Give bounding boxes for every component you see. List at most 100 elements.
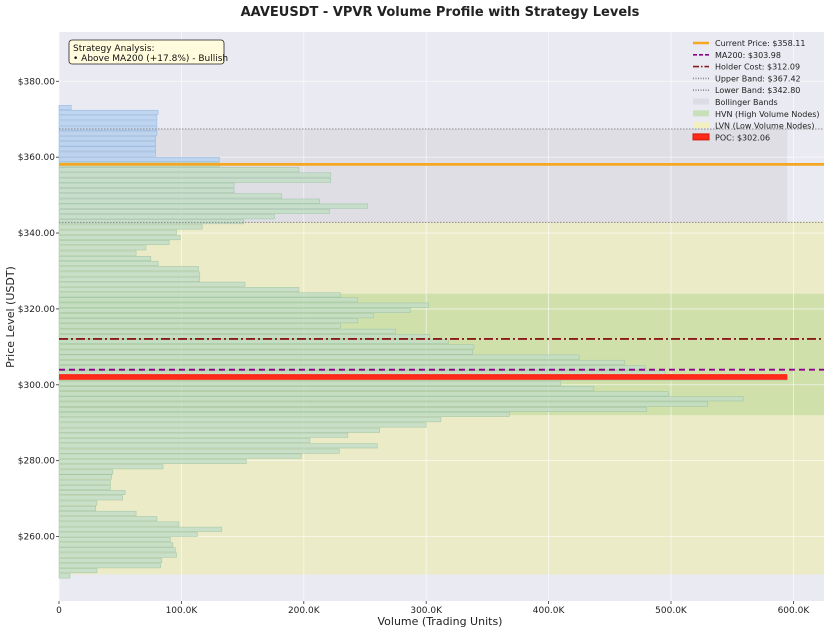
legend-label: MA200: $303.98 bbox=[715, 51, 781, 60]
legend-label: LVN (Low Volume Nodes) bbox=[715, 122, 814, 131]
volume-bar bbox=[58, 427, 380, 433]
volume-bar bbox=[58, 349, 474, 355]
volume-bar bbox=[58, 255, 152, 261]
volume-bar bbox=[58, 130, 158, 136]
legend-swatch bbox=[693, 122, 709, 129]
x-axis-label: Volume (Trading Units) bbox=[378, 615, 503, 628]
volume-bar bbox=[58, 432, 349, 438]
volume-bar bbox=[58, 151, 156, 157]
volume-bar bbox=[58, 208, 330, 214]
volume-bar bbox=[58, 146, 156, 152]
chart-title: AAVEUSDT - VPVR Volume Profile with Stra… bbox=[241, 5, 640, 20]
volume-bar bbox=[58, 359, 625, 365]
volume-bar bbox=[58, 172, 332, 178]
volume-bar bbox=[58, 568, 98, 574]
volume-bar bbox=[58, 271, 201, 277]
volume-bar bbox=[58, 276, 201, 282]
volume-bar bbox=[58, 287, 300, 293]
volume-bar bbox=[58, 125, 158, 131]
volume-bar bbox=[58, 156, 220, 162]
volume-bar bbox=[58, 323, 341, 329]
volume-bar bbox=[58, 443, 378, 449]
x-tick-label: 500.0K bbox=[655, 606, 688, 616]
y-tick-label: $260.00 bbox=[18, 533, 55, 543]
x-tick-label: 600.0K bbox=[778, 606, 811, 616]
legend-label: Lower Band: $342.80 bbox=[715, 86, 800, 95]
volume-bar bbox=[58, 448, 340, 454]
volume-bar bbox=[58, 177, 332, 183]
annotation-background bbox=[68, 39, 225, 65]
legend-label: Upper Band: $367.42 bbox=[715, 74, 801, 83]
volume-bar bbox=[58, 266, 199, 272]
legend-label: Holder Cost: $312.09 bbox=[715, 63, 800, 72]
level-lines bbox=[59, 128, 824, 371]
volume-bar bbox=[58, 318, 358, 324]
volume-bar bbox=[58, 313, 374, 319]
volume-bar bbox=[58, 328, 396, 334]
volume-bar bbox=[58, 136, 156, 142]
legend-swatch bbox=[693, 98, 709, 105]
volume-bar bbox=[58, 193, 283, 199]
volume-bar bbox=[58, 563, 161, 569]
y-tick-label: $320.00 bbox=[18, 305, 55, 315]
volume-bar bbox=[58, 500, 98, 506]
volume-bar bbox=[58, 120, 158, 126]
x-axis: 0 100.0K 200.0K 300.0K 400.0K 500.0K 600.0K bbox=[56, 601, 810, 616]
volume-bar bbox=[58, 406, 647, 412]
volume-bar bbox=[58, 521, 180, 527]
volume-bar bbox=[58, 458, 247, 464]
volume-bar bbox=[58, 526, 223, 532]
volume-bar bbox=[58, 281, 246, 287]
legend: Current Price: $358.11 MA200: $303.98 Hold… bbox=[692, 39, 820, 142]
volume-bar bbox=[58, 396, 744, 402]
volume-bar bbox=[58, 380, 562, 386]
volume-bar bbox=[58, 292, 341, 298]
volume-bar bbox=[58, 339, 449, 345]
y-tick-label: $280.00 bbox=[18, 457, 55, 467]
volume-bar bbox=[58, 245, 147, 251]
volume-bar bbox=[58, 573, 71, 579]
volume-bar bbox=[58, 469, 114, 475]
volume-bar bbox=[58, 386, 595, 392]
x-tick-label: 100.0K bbox=[166, 606, 199, 616]
legend-swatch bbox=[693, 110, 709, 117]
volume-bar bbox=[58, 485, 111, 491]
volume-bar bbox=[58, 344, 475, 350]
volume-bar bbox=[58, 203, 368, 209]
plot-area bbox=[58, 32, 824, 601]
poc-bar bbox=[59, 374, 788, 380]
y-tick-label: $380.00 bbox=[18, 77, 55, 87]
volume-bar bbox=[58, 411, 510, 417]
y-tick-label: $360.00 bbox=[18, 153, 55, 163]
volume-bar bbox=[58, 464, 164, 470]
volume-bar bbox=[58, 297, 358, 303]
volume-bar bbox=[58, 214, 275, 220]
volume-bar bbox=[58, 307, 411, 313]
y-tick-label: $300.00 bbox=[18, 381, 55, 391]
volume-bar bbox=[58, 188, 235, 194]
volume-bar bbox=[58, 105, 72, 110]
volume-bar bbox=[58, 115, 158, 121]
legend-label: Bollinger Bands bbox=[715, 98, 778, 107]
volume-bar bbox=[58, 474, 112, 480]
y-axis-label: Price Level (USDT) bbox=[4, 266, 17, 368]
volume-bar bbox=[58, 240, 170, 246]
volume-bar bbox=[58, 479, 111, 485]
x-tick-label: 400.0K bbox=[533, 606, 566, 616]
volume-bar bbox=[58, 542, 174, 548]
volume-bar bbox=[58, 219, 245, 225]
volume-bar bbox=[58, 354, 580, 360]
y-tick-label: $340.00 bbox=[18, 229, 55, 239]
volume-bar bbox=[58, 552, 177, 558]
volume-bar bbox=[58, 510, 137, 516]
volume-bar bbox=[58, 260, 159, 266]
annotation-title: Strategy Analysis: bbox=[73, 44, 155, 54]
volume-bar bbox=[58, 547, 176, 553]
volume-bar bbox=[58, 422, 427, 428]
legend-label: POC: $302.06 bbox=[715, 133, 770, 142]
volume-bar bbox=[58, 302, 429, 308]
volume-bar bbox=[58, 109, 159, 115]
volume-bar bbox=[58, 417, 442, 423]
annotation-line: • Above MA200 (+17.8%) - Bullish bbox=[73, 54, 228, 64]
